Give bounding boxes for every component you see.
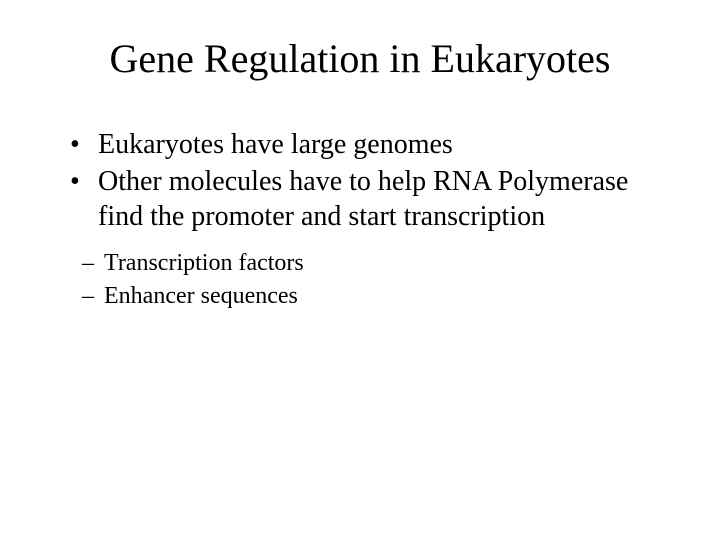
bullet-item: Eukaryotes have large genomes xyxy=(70,127,670,162)
bullet-list: Eukaryotes have large genomes Other mole… xyxy=(50,127,670,234)
bullet-item: Other molecules have to help RNA Polymer… xyxy=(70,164,670,234)
sub-bullet-item: Transcription factors xyxy=(82,248,670,279)
sub-bullet-list: Transcription factors Enhancer sequences xyxy=(50,248,670,312)
sub-bullet-item: Enhancer sequences xyxy=(82,281,670,312)
slide-title: Gene Regulation in Eukaryotes xyxy=(50,35,670,82)
